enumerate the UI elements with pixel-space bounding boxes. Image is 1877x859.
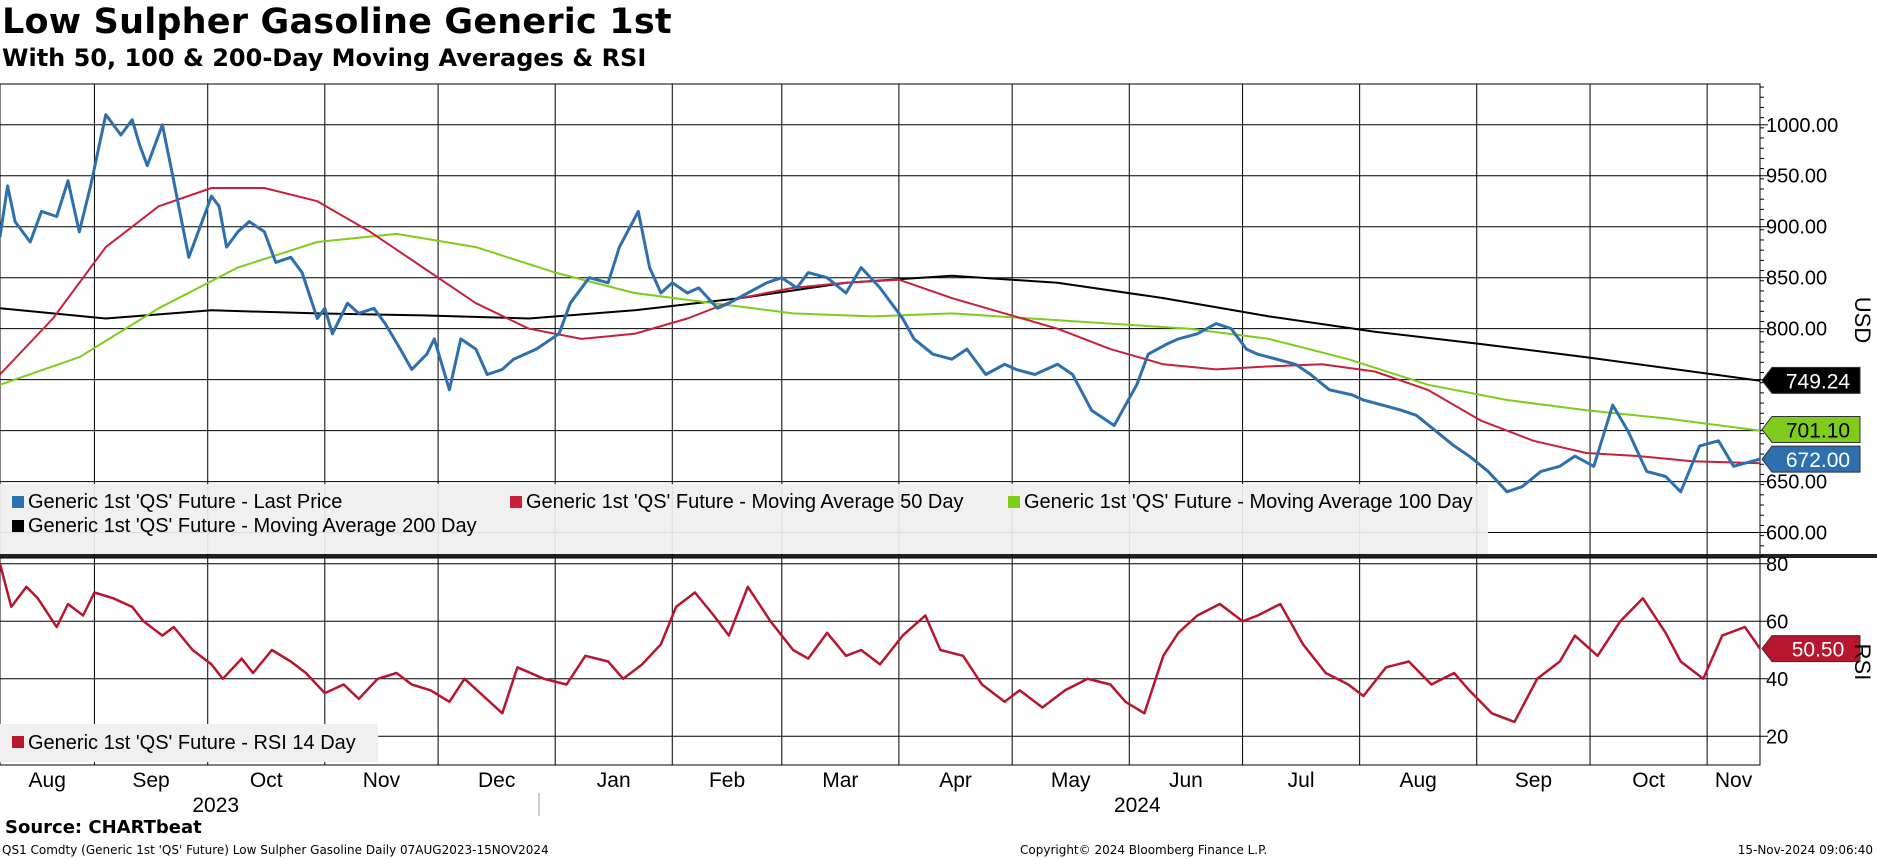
- rsi-legend: Generic 1st 'QS' Future - RSI 14 Day: [0, 724, 378, 762]
- year-label: 2023: [192, 794, 239, 817]
- rsi-axis-label: RSI: [1850, 644, 1875, 681]
- legend-swatch: [12, 736, 24, 748]
- series-rsi: [0, 563, 1762, 724]
- series-ma100: [0, 232, 1761, 432]
- x-tick-label: Jan: [597, 769, 631, 792]
- chart-title: Low Sulpher Gasoline Generic 1st: [2, 2, 672, 42]
- series-price: [0, 113, 1761, 494]
- ticker-note: QS1 Comdty (Generic 1st 'QS' Future) Low…: [2, 843, 549, 857]
- rsi-frame: [0, 557, 1761, 766]
- legend-entry: Generic 1st 'QS' Future - Moving Average…: [28, 515, 477, 537]
- price-ytick-label: 1000.00: [1766, 115, 1838, 137]
- last-value-text: 672.00: [1786, 449, 1850, 472]
- last-value-tag: [1761, 415, 1861, 443]
- legend-box: [0, 484, 1488, 554]
- x-tick-label: Aug: [29, 769, 66, 792]
- legend-swatch: [12, 520, 24, 532]
- x-tick-label: Nov: [363, 769, 401, 792]
- timestamp-note: 15-Nov-2024 09:06:40: [1737, 843, 1873, 857]
- price-ytick-label: 650.00: [1766, 472, 1827, 494]
- x-tick-label: Oct: [1632, 769, 1665, 792]
- price-ytick-label: 800.00: [1766, 319, 1827, 341]
- rsi-ytick-label: 20: [1766, 726, 1788, 748]
- legend-swatch: [1008, 496, 1020, 508]
- last-value-tag: [1761, 445, 1861, 473]
- legend-swatch: [510, 496, 522, 508]
- legend-entry: Generic 1st 'QS' Future - Moving Average…: [526, 491, 963, 513]
- x-tick-label: Aug: [1400, 769, 1437, 792]
- last-value-tags: 749.24 701.10 672.00 50.50: [1761, 366, 1861, 663]
- series-ma50: [0, 187, 1761, 465]
- last-value-text: 50.50: [1792, 639, 1845, 662]
- rsi-panel-series: [0, 563, 1762, 724]
- legend-swatch: [12, 496, 24, 508]
- price-ytick-label: 900.00: [1766, 217, 1827, 239]
- copyright-note: Copyright© 2024 Bloomberg Finance L.P.: [1020, 843, 1268, 857]
- price-ytick-label: 850.00: [1766, 268, 1827, 290]
- x-tick-label: Oct: [250, 769, 283, 792]
- last-value-text: 701.10: [1786, 419, 1850, 442]
- x-tick-label: Sep: [1515, 769, 1552, 792]
- legend-entry: Generic 1st 'QS' Future - Last Price: [28, 491, 342, 513]
- last-value-text: 749.24: [1786, 370, 1851, 393]
- rsi-ytick-label: 40: [1766, 669, 1788, 691]
- price-panel-series: [0, 113, 1761, 494]
- source-note: Source: CHARTbeat: [5, 817, 202, 838]
- year-label: 2024: [1114, 794, 1161, 817]
- chart-subtitle: With 50, 100 & 200-Day Moving Averages &…: [2, 44, 647, 72]
- legend-entry: Generic 1st 'QS' Future - Moving Average…: [1024, 491, 1473, 513]
- rsi-legend-box: [0, 724, 378, 762]
- rsi-ytick-label: 80: [1766, 554, 1788, 576]
- last-value-tag: [1761, 635, 1861, 663]
- x-tick-label: Feb: [709, 769, 745, 792]
- last-value-tag: [1761, 366, 1861, 394]
- x-tick-label: Mar: [822, 769, 858, 792]
- price-axis-label: USD: [1850, 297, 1875, 343]
- x-tick-label: Jul: [1288, 769, 1315, 792]
- price-legend: Generic 1st 'QS' Future - Last Price Gene…: [0, 484, 1488, 554]
- x-tick-label: Jun: [1169, 769, 1203, 792]
- x-tick-label: Apr: [939, 769, 972, 792]
- x-gridlines: [93, 84, 1708, 765]
- x-tick-label: May: [1051, 769, 1091, 792]
- rsi-ytick-label: 60: [1766, 611, 1788, 633]
- y-tick-labels: 1000.00950.00900.00850.00800.00750.00700…: [1766, 115, 1838, 748]
- x-tick-labels: Aug Sep Oct Nov Dec Jan Feb Mar Apr May Jun Jul Aug S…: [29, 769, 1753, 817]
- rsi-panel-grid: [0, 557, 1768, 766]
- x-tick-label: Dec: [478, 769, 515, 792]
- x-tick-label: Nov: [1715, 769, 1753, 792]
- axis-labels: USD RSI: [1850, 297, 1875, 681]
- price-ytick-label: 950.00: [1766, 166, 1827, 188]
- x-tick-label: Sep: [132, 769, 169, 792]
- price-ytick-label: 600.00: [1766, 523, 1827, 545]
- legend-entry: Generic 1st 'QS' Future - RSI 14 Day: [28, 732, 356, 754]
